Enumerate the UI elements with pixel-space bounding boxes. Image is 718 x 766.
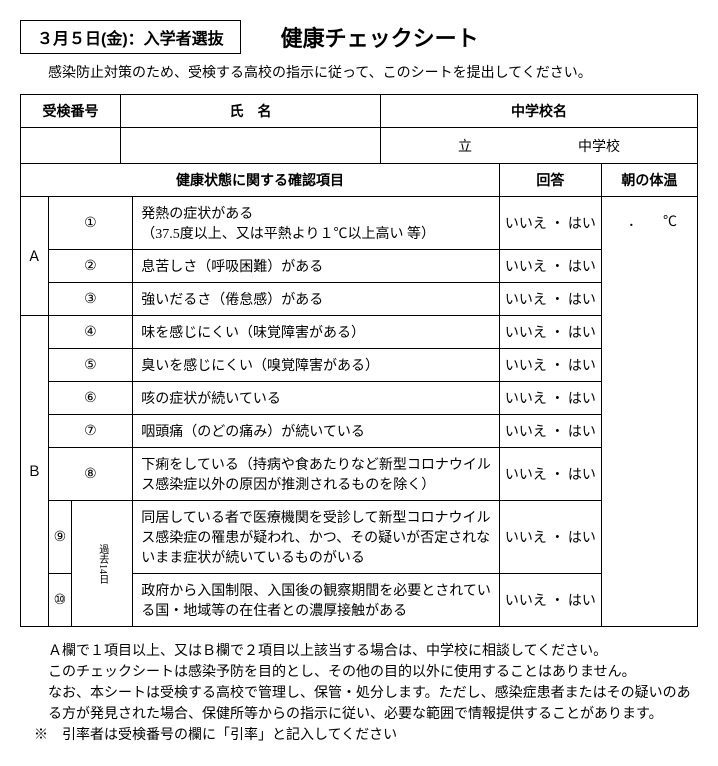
name-header: 氏 名: [121, 95, 381, 128]
temp-field[interactable]: ． ℃: [601, 197, 697, 627]
ritsu-label: 立: [458, 136, 472, 156]
name-field[interactable]: [121, 128, 381, 164]
item-text-5: 臭いを感じにくい（嗅覚障害がある）: [133, 349, 500, 382]
chugakko-label: 中学校: [578, 136, 620, 156]
item-ans-4[interactable]: いいえ ・ はい: [500, 316, 602, 349]
item-text-7: 咽頭痛（のどの痛み）が続いている: [133, 415, 500, 448]
item-num-10: ⑩: [48, 574, 72, 627]
date-box: ３月５日(金)：入学者選抜: [20, 20, 241, 54]
item-text-1: 発熱の症状がある （37.5度以上、又は平熱より１℃以上高い 等）: [133, 197, 500, 250]
item-num-9: ⑨: [48, 501, 72, 574]
check-table: 健康状態に関する確認項目 回答 朝の体温 Ａ ① 発熱の症状がある （37.5度…: [20, 164, 698, 627]
group-b: Ｂ: [21, 316, 49, 627]
school-header: 中学校名: [381, 95, 698, 128]
temp-header: 朝の体温: [601, 164, 697, 197]
item-num-1: ①: [48, 197, 133, 250]
item-ans-10[interactable]: いいえ ・ はい: [500, 574, 602, 627]
footer-p3: なお、本シートは受検する高校で管理し、保管・処分します。ただし、感染症患者または…: [34, 683, 698, 725]
school-field[interactable]: 立 中学校: [381, 128, 698, 164]
item-num-8: ⑧: [48, 448, 133, 501]
item-ans-6[interactable]: いいえ ・ はい: [500, 382, 602, 415]
instruction-text: 感染防止対策のため、受検する高校の指示に従って、このシートを提出してください。: [48, 62, 698, 82]
page-title: 健康チェックシート: [281, 21, 479, 53]
item-num-2: ②: [48, 250, 133, 283]
footer-p1: Ａ欄で１項目以上、又はＢ欄で２項目以上該当する場合は、中学校に相談してください。: [34, 641, 698, 662]
item-text-3: 強いだるさ（倦怠感）がある: [133, 283, 500, 316]
footer-p4: ※ 引率者は受検番号の欄に「引率」と記入してください: [34, 725, 698, 746]
item-num-4: ④: [48, 316, 133, 349]
item-ans-9[interactable]: いいえ ・ はい: [500, 501, 602, 574]
item-ans-2[interactable]: いいえ ・ はい: [500, 250, 602, 283]
past-14-label: 過去14日: [72, 501, 133, 627]
footer-p2: このチェックシートは感染予防を目的とし、その他の目的以外に使用することはありませ…: [34, 662, 698, 683]
footer-notes: Ａ欄で１項目以上、又はＢ欄で２項目以上該当する場合は、中学校に相談してください。…: [34, 641, 698, 746]
item-text-4: 味を感じにくい（味覚障害がある）: [133, 316, 500, 349]
group-a: Ａ: [21, 197, 49, 316]
item-num-5: ⑤: [48, 349, 133, 382]
item-ans-3[interactable]: いいえ ・ はい: [500, 283, 602, 316]
info-table: 受検番号 氏 名 中学校名 立 中学校: [20, 94, 698, 164]
check-items-header: 健康状態に関する確認項目: [21, 164, 500, 197]
exam-no-header: 受検番号: [21, 95, 121, 128]
item-text-9: 同居している者で医療機関を受診して新型コロナウイルス感染症の罹患が疑われ、かつ、…: [133, 501, 500, 574]
item-text-8: 下痢をしている（持病や食あたりなど新型コロナウイルス感染症以外の原因が推測される…: [133, 448, 500, 501]
item-num-3: ③: [48, 283, 133, 316]
item-text-2: 息苦しさ（呼吸困難）がある: [133, 250, 500, 283]
item-ans-5[interactable]: いいえ ・ はい: [500, 349, 602, 382]
item-text-6: 咳の症状が続いている: [133, 382, 500, 415]
answer-header: 回答: [500, 164, 602, 197]
item-ans-1[interactable]: いいえ ・ はい: [500, 197, 602, 250]
item-ans-8[interactable]: いいえ ・ はい: [500, 448, 602, 501]
item-num-6: ⑥: [48, 382, 133, 415]
item-num-7: ⑦: [48, 415, 133, 448]
exam-no-field[interactable]: [21, 128, 121, 164]
item-text-10: 政府から入国制限、入国後の観察期間を必要とされている国・地域等の在住者との濃厚接…: [133, 574, 500, 627]
item-ans-7[interactable]: いいえ ・ はい: [500, 415, 602, 448]
